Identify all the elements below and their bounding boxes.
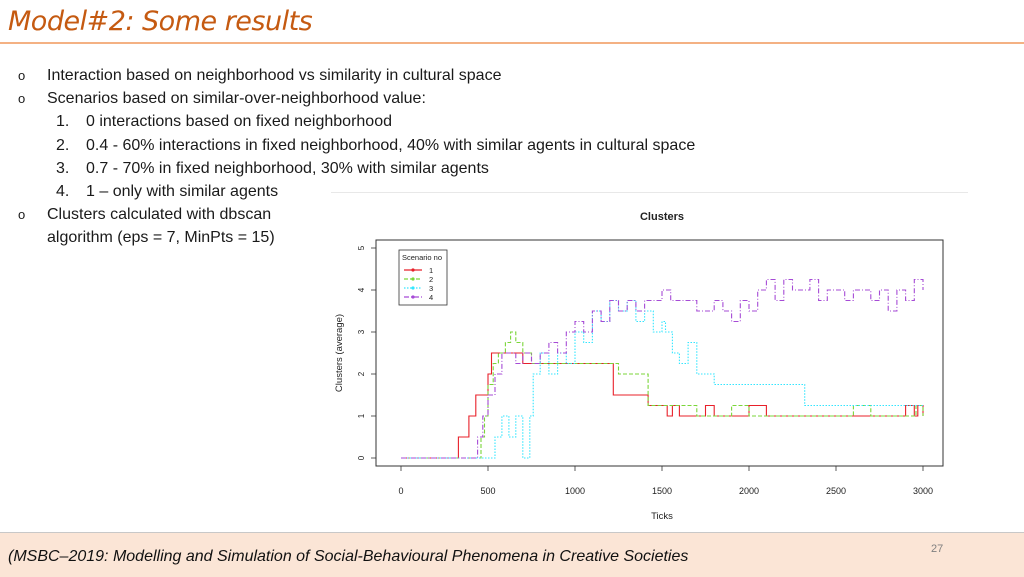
- legend-label: 2: [429, 275, 433, 284]
- x-tick-label: 3000: [913, 486, 933, 496]
- series-line-2: [401, 331, 924, 459]
- number-marker: 4.: [56, 183, 70, 201]
- page-number: 27: [931, 543, 944, 555]
- bullet-continuation: algorithm (eps = 7, MinPts = 15): [18, 226, 695, 249]
- x-tick-label: 1000: [565, 486, 585, 496]
- y-tick-label: 5: [357, 245, 366, 250]
- y-tick-label: 1: [357, 413, 366, 418]
- y-tick-label: 3: [357, 329, 366, 334]
- numbered-text: 0 interactions based on fixed neighborho…: [86, 113, 392, 131]
- plot-frame: [375, 239, 944, 467]
- bullet-item: o Interaction based on neighborhood vs s…: [18, 64, 695, 87]
- bullet-text: Clusters calculated with dbscan: [47, 206, 272, 224]
- slide-title: Model#2: Some results: [8, 6, 313, 37]
- numbered-item: 3. 0.7 - 70% in fixed neighborhood, 30% …: [18, 157, 695, 180]
- y-axis-label: Clusters (average): [334, 314, 345, 392]
- series-layer: [401, 278, 924, 459]
- legend-label: 1: [429, 266, 433, 275]
- numbered-text: 0.7 - 70% in fixed neighborhood, 30% wit…: [86, 159, 489, 177]
- legend-title: Scenario no: [402, 253, 442, 262]
- bullet-list: o Interaction based on neighborhood vs s…: [18, 64, 695, 250]
- bullet-marker: o: [18, 68, 26, 83]
- y-tick-label: 2: [357, 371, 366, 376]
- x-tick-label: 1500: [652, 486, 672, 496]
- legend-marker: [411, 295, 415, 299]
- x-tick-label: 0: [398, 486, 403, 496]
- legend-marker: [411, 277, 415, 281]
- footer-citation: (MSBC–2019: Modelling and Simulation of …: [8, 548, 689, 565]
- legend-label: 4: [429, 293, 433, 302]
- bullet-text: Interaction based on neighborhood vs sim…: [47, 67, 502, 84]
- series-line-3: [401, 299, 923, 459]
- chart-svg: Clusters Ticks Clusters (average) 0 500 10…: [334, 211, 944, 522]
- chart-title: Clusters: [640, 211, 684, 223]
- numbered-item: 4. 1 – only with similar agents: [18, 180, 695, 203]
- y-tick-label: 0: [357, 455, 366, 460]
- bullet-marker: o: [18, 207, 26, 223]
- numbered-item: 2. 0.4 - 60% interactions in fixed neigh…: [18, 134, 695, 157]
- legend-label: 3: [429, 284, 433, 293]
- number-marker: 1.: [56, 113, 70, 131]
- bullet-item: o Scenarios based on similar-over-neighb…: [18, 87, 695, 110]
- numbered-item: 1. 0 interactions based on fixed neighbo…: [18, 110, 695, 133]
- y-tick-label: 4: [357, 287, 366, 292]
- legend-marker: [411, 268, 415, 272]
- x-tick-label: 500: [480, 486, 495, 496]
- legend-box: [398, 249, 448, 306]
- series-line-4: [401, 278, 924, 459]
- x-tick-label: 2000: [739, 486, 759, 496]
- numbered-text: 1 – only with similar agents: [86, 183, 279, 201]
- bullet-text: algorithm (eps = 7, MinPts = 15): [47, 229, 275, 247]
- bullet-item: o Clusters calculated with dbscan: [18, 203, 695, 226]
- x-tick-label: 2500: [826, 486, 846, 496]
- numbered-text: 0.4 - 60% interactions in fixed neighbor…: [86, 136, 696, 154]
- footer-bar: (MSBC–2019: Modelling and Simulation of …: [0, 532, 1024, 577]
- number-marker: 3.: [56, 159, 70, 177]
- x-axis-label: Ticks: [651, 511, 673, 522]
- clusters-chart: Clusters Ticks Clusters (average) 0 500 10…: [331, 192, 968, 528]
- title-underline: [0, 42, 1024, 44]
- bullet-marker: o: [18, 91, 26, 107]
- number-marker: 2.: [56, 136, 70, 154]
- bullet-text: Scenarios based on similar-over-neighbor…: [47, 90, 426, 108]
- legend-marker: [411, 286, 415, 290]
